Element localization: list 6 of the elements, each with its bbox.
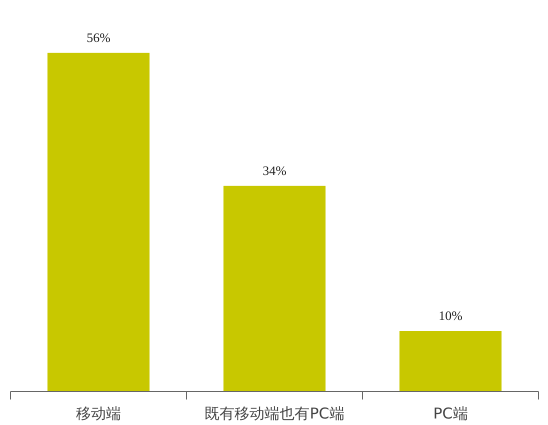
x-tick-label: 移动端 [76,404,121,422]
data-label: 34% [262,162,287,178]
x-tick-label: PC端 [433,404,468,422]
data-label: 10% [438,308,463,324]
data-label: 56% [86,30,111,45]
x-tick-label: 既有移动端也有PC端 [204,404,344,422]
